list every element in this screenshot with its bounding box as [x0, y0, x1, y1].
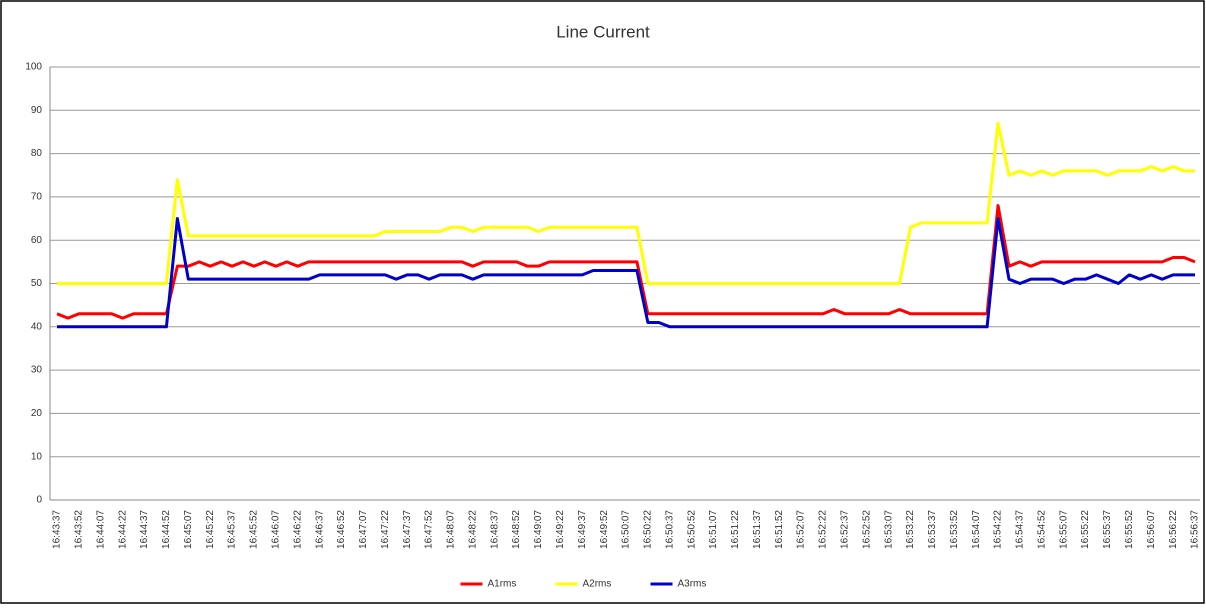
- y-tick-label: 100: [25, 62, 42, 73]
- x-tick-label: 16:53:07: [883, 510, 894, 549]
- x-tick-label: 16:52:52: [861, 510, 872, 549]
- x-tick-label: 16:50:07: [621, 510, 632, 549]
- x-tick-label: 16:52:07: [796, 510, 807, 549]
- x-tick-label: 16:46:07: [270, 510, 281, 549]
- series-line: [56, 204, 1196, 320]
- x-tick-label: 16:49:37: [577, 510, 588, 549]
- x-tick-label: 16:47:07: [358, 510, 369, 549]
- legend-label: A2rms: [583, 579, 612, 590]
- x-tick-label: 16:46:52: [336, 510, 347, 549]
- x-tick-label: 16:52:22: [818, 510, 829, 549]
- x-tick-label: 16:56:37: [1190, 510, 1201, 549]
- y-tick-label: 70: [31, 192, 43, 203]
- x-tick-label: 16:47:52: [424, 510, 435, 549]
- x-tick-label: 16:53:52: [949, 510, 960, 549]
- x-tick-label: 16:50:37: [664, 510, 675, 549]
- x-tick-label: 16:49:52: [599, 510, 610, 549]
- y-tick-label: 90: [31, 105, 43, 116]
- x-tick-label: 16:47:22: [380, 510, 391, 549]
- x-tick-label: 16:51:07: [708, 510, 719, 549]
- x-tick-label: 16:53:37: [927, 510, 938, 549]
- x-tick-label: 16:47:37: [402, 510, 413, 549]
- y-tick-label: 30: [31, 365, 43, 376]
- x-tick-label: 16:45:07: [183, 510, 194, 549]
- chart-title: Line Current: [556, 22, 650, 41]
- x-tick-label: 16:46:37: [314, 510, 325, 549]
- x-tick-label: 16:51:22: [730, 510, 741, 549]
- x-tick-label: 16:55:52: [1124, 510, 1135, 549]
- x-tick-label: 16:50:22: [643, 510, 654, 549]
- x-tick-label: 16:55:22: [1080, 510, 1091, 549]
- x-tick-label: 16:54:52: [1036, 510, 1047, 549]
- x-tick-label: 16:54:37: [1015, 510, 1026, 549]
- x-tick-label: 16:48:07: [446, 510, 457, 549]
- x-tick-label: 16:46:22: [292, 510, 303, 549]
- legend-label: A3rms: [678, 579, 707, 590]
- x-tick-label: 16:45:37: [227, 510, 238, 549]
- y-tick-label: 20: [31, 408, 43, 419]
- y-tick-label: 10: [31, 451, 43, 462]
- x-tick-label: 16:55:07: [1058, 510, 1069, 549]
- legend-label: A1rms: [488, 579, 517, 590]
- x-tick-label: 16:44:37: [139, 510, 150, 549]
- y-tick-label: 40: [31, 321, 43, 332]
- x-tick-label: 16:44:52: [161, 510, 172, 549]
- x-tick-label: 16:44:07: [95, 510, 106, 549]
- x-tick-label: 16:54:22: [993, 510, 1004, 549]
- series-line: [57, 217, 1195, 329]
- x-tick-label: 16:54:07: [971, 510, 982, 549]
- x-tick-label: 16:50:52: [686, 510, 697, 549]
- y-tick-label: 0: [36, 495, 42, 506]
- x-tick-label: 16:43:52: [74, 510, 85, 549]
- x-tick-label: 16:52:37: [839, 510, 850, 549]
- x-tick-label: 16:45:22: [205, 510, 216, 549]
- y-tick-label: 80: [31, 148, 43, 159]
- x-tick-label: 16:48:37: [489, 510, 500, 549]
- x-tick-label: 16:49:22: [555, 510, 566, 549]
- y-tick-label: 50: [31, 278, 43, 289]
- x-tick-label: 16:55:37: [1102, 510, 1113, 549]
- x-tick-label: 16:48:52: [511, 510, 522, 549]
- x-tick-label: 16:48:22: [467, 510, 478, 549]
- x-tick-label: 16:43:37: [52, 510, 63, 549]
- x-tick-label: 16:56:22: [1168, 510, 1179, 549]
- x-tick-label: 16:53:22: [905, 510, 916, 549]
- series-line: [57, 121, 1195, 285]
- x-tick-label: 16:44:22: [117, 510, 128, 549]
- x-tick-label: 16:51:37: [752, 510, 763, 549]
- x-tick-label: 16:45:52: [249, 510, 260, 549]
- x-tick-label: 16:49:07: [533, 510, 544, 549]
- x-tick-label: 16:56:07: [1146, 510, 1157, 549]
- y-tick-label: 60: [31, 235, 43, 246]
- x-tick-label: 16:51:52: [774, 510, 785, 549]
